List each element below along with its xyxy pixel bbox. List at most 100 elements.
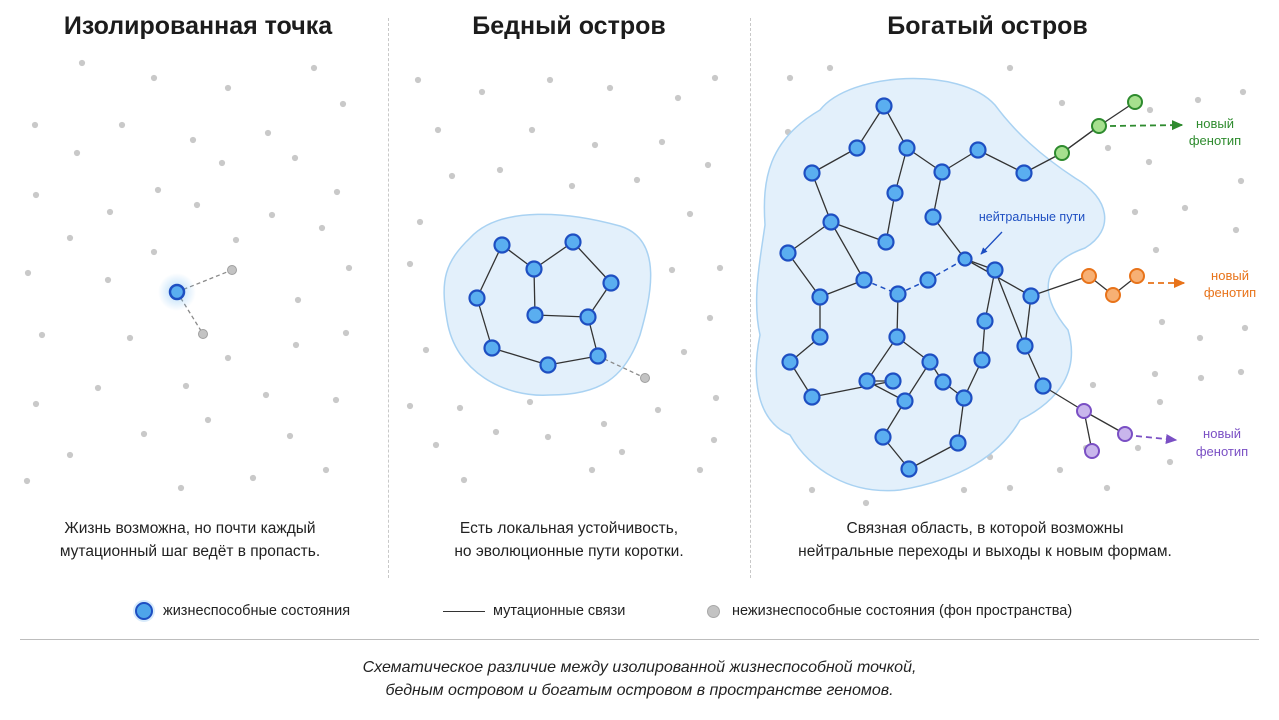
nonviable-state-dot (1194, 96, 1202, 104)
lethal-mutation-link (597, 355, 646, 379)
mutation-link (830, 221, 887, 243)
nonviable-state-dot (140, 430, 148, 438)
mutation-link (830, 221, 865, 281)
nonviable-state-dot (544, 433, 552, 441)
nonviable-state-swatch-icon (707, 604, 720, 618)
nonviable-state-dot (1197, 374, 1205, 382)
mutation-link (908, 442, 959, 470)
viable-state-node (957, 251, 973, 267)
nonviable-state-dot (706, 314, 714, 322)
nonviable-state-dot (528, 126, 536, 134)
panel-divider-2 (750, 18, 751, 578)
viable-state-node (933, 163, 951, 181)
nonviable-neighbor-dot (640, 373, 650, 383)
viable-state-node (949, 434, 967, 452)
nonviable-state-dot (826, 64, 834, 72)
viable-state-node (986, 261, 1004, 279)
mutation-link (787, 252, 821, 298)
nonviable-state-dot (680, 348, 688, 356)
purple-exit-arrow (1135, 433, 1178, 445)
mutation-link (572, 241, 612, 284)
nonviable-state-dot (224, 84, 232, 92)
genome-space-diagram: нейтральные пути новый фенотип новый фен… (23, 59, 1256, 507)
nonviable-state-dot (94, 384, 102, 392)
viable-state-node (822, 213, 840, 231)
nonviable-state-dot (712, 394, 720, 402)
figure-caption: Схематическое различие между изолированн… (0, 656, 1279, 702)
nonviable-state-dot (38, 331, 46, 339)
viable-state-node (896, 392, 914, 410)
viable-state-node (875, 97, 893, 115)
green-exit-arrow (1109, 120, 1184, 131)
mutation-link (994, 269, 1026, 347)
legend-nonviable-label: нежизнеспособные состояния (фон простран… (732, 603, 1073, 619)
nonviable-state-dot (294, 296, 302, 304)
nonviable-state-dot (1151, 370, 1159, 378)
nonviable-state-dot (106, 208, 114, 216)
viable-state-nodes (158, 94, 1145, 478)
caption-rich-island: Связная область, в которой возможны нейт… (750, 517, 1220, 563)
nonviable-state-dot (456, 404, 464, 412)
nonviable-state-dot (1104, 144, 1112, 152)
nonviable-state-dot (546, 76, 554, 84)
viable-state-node (934, 373, 952, 391)
viable-state-node (781, 353, 799, 371)
nonviable-state-dot (478, 88, 486, 96)
viable-state-node (855, 271, 873, 289)
nonviable-state-dot (406, 402, 414, 410)
nonviable-state-dot (333, 188, 341, 196)
nonviable-state-dot (448, 172, 456, 180)
nonviable-state-dot (654, 406, 662, 414)
nonviable-state-dot (1166, 458, 1174, 466)
nonviable-state-dot (668, 266, 676, 274)
legend-links: мутационные связи (443, 600, 625, 622)
nonviable-state-dot (23, 477, 31, 485)
nonviable-state-dot (204, 416, 212, 424)
phenotype-label-purple-line2: фенотип (1196, 444, 1248, 459)
nonviable-state-dot (1146, 106, 1154, 114)
viable-state-node (973, 351, 991, 369)
nonviable-state-dot (1156, 398, 1164, 406)
nonviable-state-dot (588, 466, 596, 474)
nonviable-state-dot (1056, 466, 1064, 474)
nonviable-state-dot (606, 84, 614, 92)
nonviable-state-dot (249, 474, 257, 482)
nonviable-state-dot (1237, 368, 1245, 376)
nonviable-state-dot (78, 59, 86, 67)
viable-state-node (1016, 337, 1034, 355)
nonviable-state-dot (1241, 324, 1249, 332)
nonviable-state-dot (960, 486, 968, 494)
nonviable-state-dot (150, 248, 158, 256)
nonviable-state-dot (292, 341, 300, 349)
neutral-paths-label: нейтральные пути (979, 210, 1085, 224)
nonviable-state-dot (496, 166, 504, 174)
viable-state-node (493, 236, 511, 254)
nonviable-state-dot (150, 74, 158, 82)
mutation-link (811, 380, 894, 398)
viable-state-node (874, 428, 892, 446)
viable-state-node (924, 208, 942, 226)
nonviable-state-dot (1089, 381, 1097, 389)
orange-phenotype-node (1105, 287, 1121, 303)
viable-state-node (976, 312, 994, 330)
nonviable-state-dot (696, 466, 704, 474)
nonviable-state-dot (1152, 246, 1160, 254)
mutation-link (476, 297, 493, 349)
nonviable-state-dot (1181, 204, 1189, 212)
nonviable-state-dot (182, 382, 190, 390)
nonviable-state-dot (1237, 177, 1245, 185)
nonviable-state-dot (704, 161, 712, 169)
nonviable-state-dot (291, 154, 299, 162)
viable-state-node (803, 388, 821, 406)
mutation-link (1030, 275, 1090, 297)
caption-poor-island: Есть локальная устойчивость, но эволюцио… (388, 517, 750, 563)
green-phenotype-node (1091, 118, 1107, 134)
nonviable-state-dot (193, 201, 201, 209)
mutation-link-swatch-icon (443, 610, 485, 612)
nonviable-state-dot (31, 121, 39, 129)
mutation-link (534, 314, 589, 318)
viable-state-node (921, 353, 939, 371)
viable-state-node (900, 460, 918, 478)
viable-state-node (969, 141, 987, 159)
nonviable-state-dot (674, 94, 682, 102)
